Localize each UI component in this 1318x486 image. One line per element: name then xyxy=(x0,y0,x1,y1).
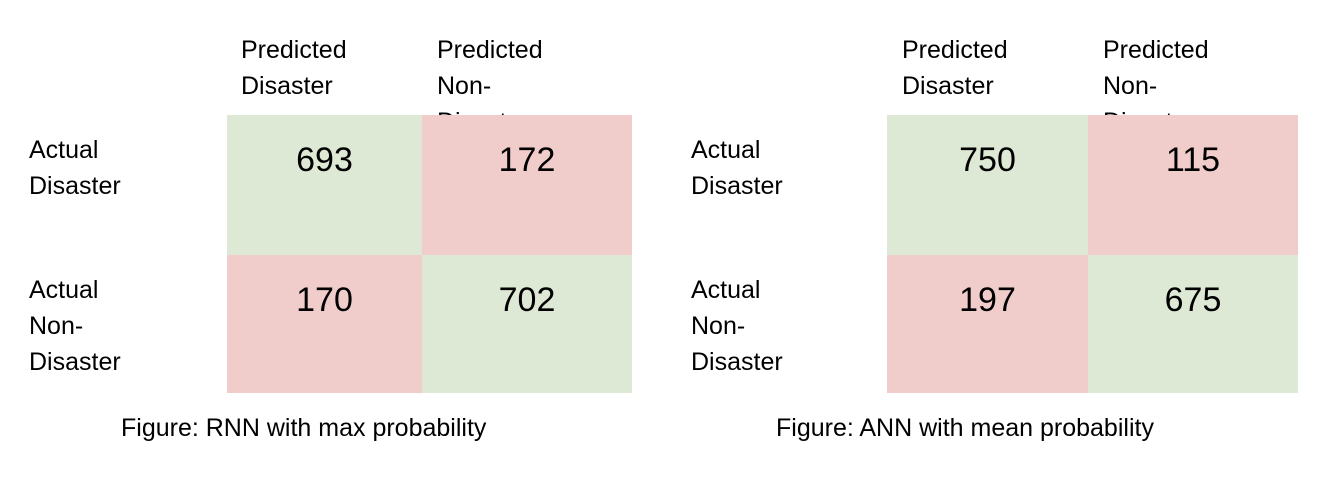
cell-true-positive: 750 xyxy=(887,115,1088,255)
row-header-actual-disaster: Actual Disaster xyxy=(691,136,783,200)
row-header-actual-non-disaster: Actual Non-Disaster xyxy=(691,276,783,376)
cell-true-negative: 702 xyxy=(422,255,632,393)
row-header-actual-non-disaster: Actual Non-Disaster xyxy=(29,276,121,376)
cell-false-positive: 197 xyxy=(887,255,1088,393)
col-header-predicted-disaster: Predicted Disaster xyxy=(241,36,347,100)
cell-true-negative: 675 xyxy=(1088,255,1298,393)
row-header-actual-disaster: Actual Disaster xyxy=(29,136,121,200)
cell-false-negative: 115 xyxy=(1088,115,1298,255)
cell-false-negative: 172 xyxy=(422,115,632,255)
figure-caption: Figure: RNN with max probability xyxy=(121,414,487,442)
cell-true-positive: 693 xyxy=(227,115,422,255)
col-header-predicted-non-disaster: Predicted Non-Disaster xyxy=(1103,36,1209,136)
figure-caption: Figure: ANN with mean probability xyxy=(776,414,1154,442)
col-header-predicted-disaster: Predicted Disaster xyxy=(902,36,1008,100)
cell-false-positive: 170 xyxy=(227,255,422,393)
